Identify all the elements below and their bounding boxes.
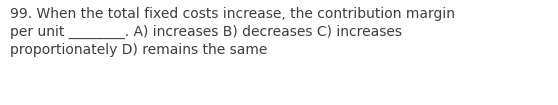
Text: 99. When the total fixed costs increase, the contribution margin
per unit ______: 99. When the total fixed costs increase,…: [10, 7, 455, 57]
